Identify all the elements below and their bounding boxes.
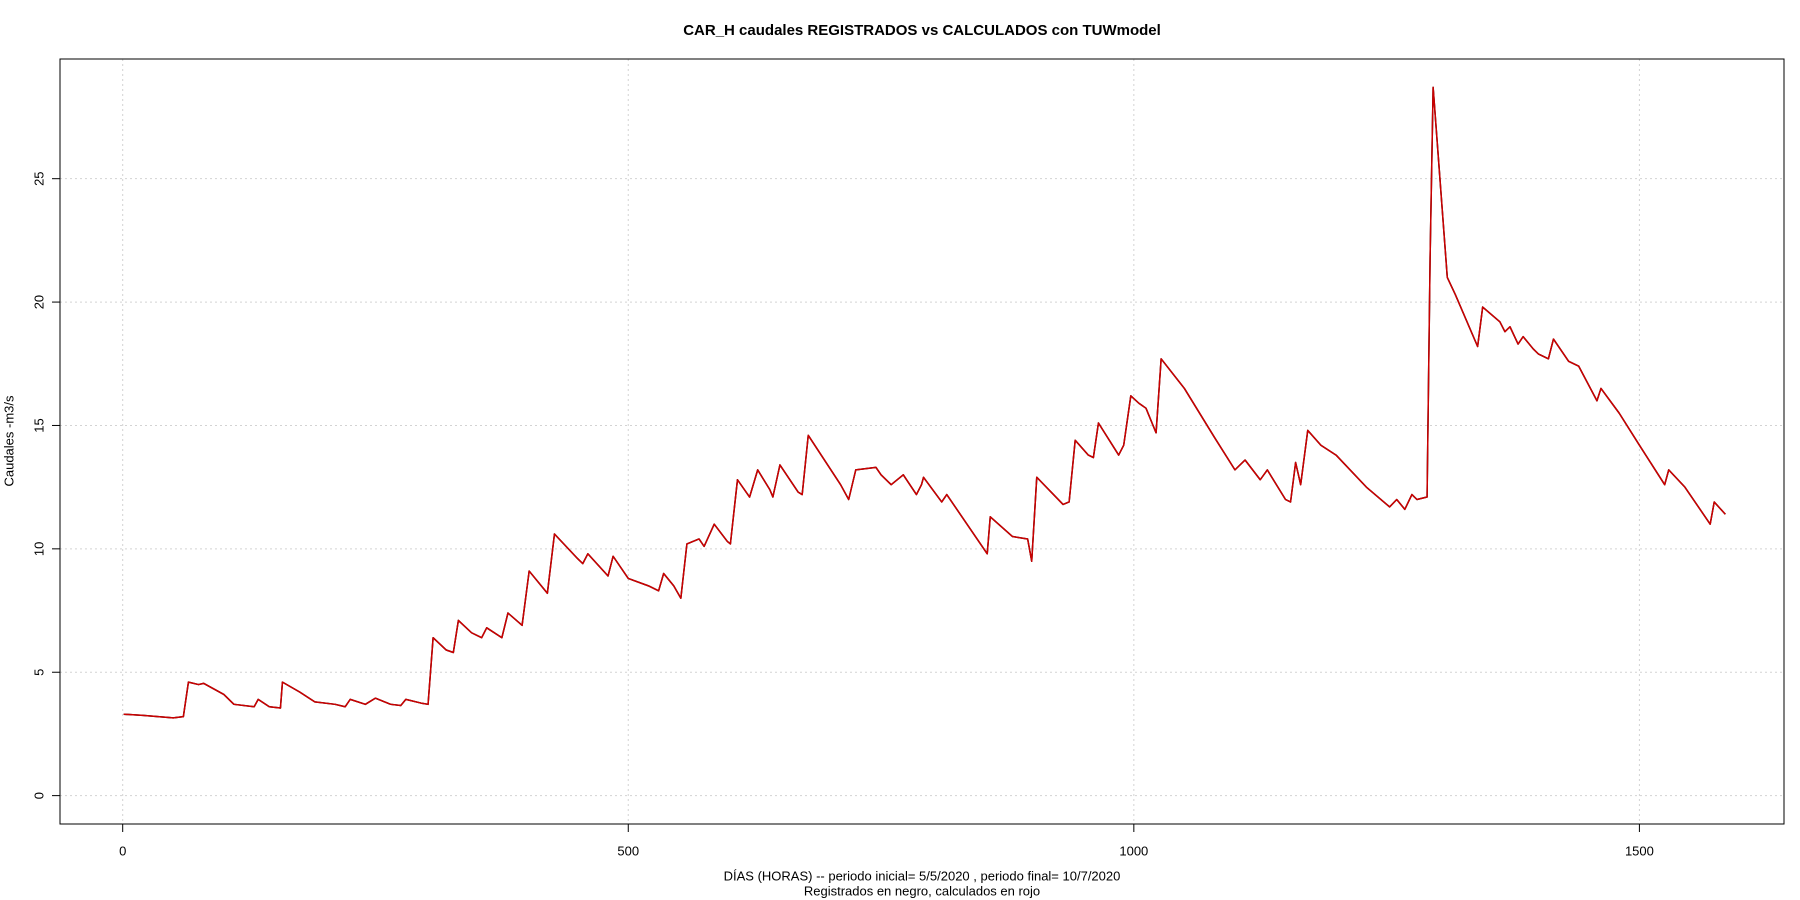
y-axis-label: Caudales -m3/s xyxy=(1,395,16,487)
plot-frame xyxy=(59,58,1785,825)
y-tick-label: 15 xyxy=(31,418,46,432)
x-tick-label: 1000 xyxy=(1119,843,1148,858)
x-tick-label: 500 xyxy=(617,843,639,858)
y-tick-label: 25 xyxy=(31,171,46,185)
y-tick-label: 10 xyxy=(31,542,46,556)
x-tick-label: 0 xyxy=(119,843,126,858)
y-tick-label: 5 xyxy=(31,669,46,676)
x-tick-label: 1500 xyxy=(1625,843,1654,858)
x-axis-label: DÍAS (HORAS) -- periodo inicial= 5/5/202… xyxy=(724,868,1121,883)
x-axis-note: Registrados en negro, calculados en rojo xyxy=(804,883,1040,898)
y-tick-label: 0 xyxy=(31,792,46,799)
y-tick-label: 20 xyxy=(31,295,46,309)
chart-title: CAR_H caudales REGISTRADOS vs CALCULADOS… xyxy=(683,22,1161,39)
series-line xyxy=(123,86,1726,719)
